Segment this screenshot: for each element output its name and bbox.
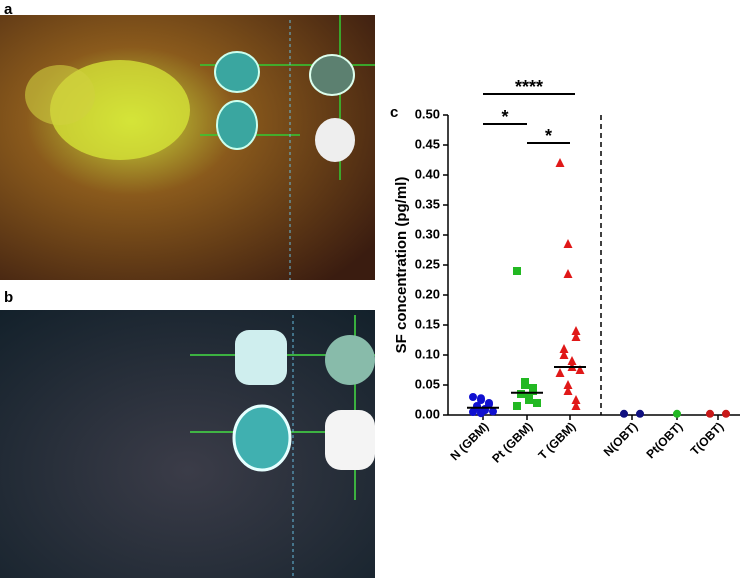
significance-label: * — [501, 107, 508, 127]
y-tick-label: 0.50 — [415, 106, 440, 121]
point — [563, 380, 573, 389]
photo-a — [0, 15, 375, 280]
point — [517, 390, 525, 398]
point — [636, 409, 644, 418]
point — [571, 332, 581, 341]
panel-label: c — [390, 104, 398, 121]
point — [673, 409, 681, 418]
significance-label: * — [545, 126, 552, 146]
y-tick-label: 0.15 — [415, 316, 440, 331]
point — [567, 356, 577, 365]
y-axis-label: SF concentration (pg/ml) — [393, 177, 410, 354]
point — [489, 407, 497, 416]
point — [706, 409, 714, 418]
point — [555, 368, 565, 377]
point — [563, 269, 573, 278]
point — [555, 158, 565, 167]
point — [477, 409, 485, 418]
point — [469, 408, 477, 416]
y-tick-label: 0.35 — [415, 196, 440, 211]
significance-label: **** — [515, 77, 543, 97]
point — [477, 396, 485, 404]
point — [571, 401, 581, 410]
point — [571, 326, 581, 335]
x-tick-label: N(OBT) — [601, 419, 641, 459]
point — [521, 381, 529, 389]
x-tick-label: T (GBM) — [535, 419, 578, 462]
y-tick-label: 0.25 — [415, 256, 440, 271]
point — [529, 387, 537, 395]
y-tick-label: 0.20 — [415, 286, 440, 301]
point — [571, 395, 581, 404]
point — [513, 267, 521, 275]
point — [559, 344, 569, 353]
y-tick-label: 0.30 — [415, 226, 440, 241]
point — [533, 399, 541, 407]
x-tick-label: Pt(OBT) — [643, 419, 685, 461]
y-tick-label: 0.40 — [415, 166, 440, 181]
y-tick-label: 0.45 — [415, 136, 440, 151]
x-tick-label: T(OBT) — [688, 419, 727, 458]
x-tick-label: N (GBM) — [448, 419, 492, 463]
point — [563, 239, 573, 248]
point — [722, 409, 730, 418]
point — [575, 365, 585, 374]
y-tick-label: 0.00 — [415, 406, 440, 421]
panel-label: a — [4, 1, 13, 18]
point — [469, 393, 477, 401]
x-tick-label: Pt (GBM) — [489, 419, 535, 465]
photo-b — [0, 310, 375, 578]
point — [563, 386, 573, 395]
y-tick-label: 0.10 — [415, 346, 440, 361]
point — [525, 396, 533, 404]
y-tick-label: 0.05 — [415, 376, 440, 391]
point — [559, 350, 569, 359]
point — [513, 402, 521, 410]
panel-label: b — [4, 289, 13, 306]
point — [620, 409, 628, 418]
